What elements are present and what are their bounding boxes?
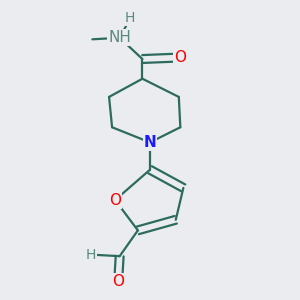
Text: H: H [125,11,136,25]
Text: O: O [112,274,124,290]
Text: NH: NH [108,30,131,45]
Text: O: O [109,193,121,208]
Text: H: H [86,248,96,262]
Text: O: O [174,50,186,65]
Text: N: N [144,135,156,150]
